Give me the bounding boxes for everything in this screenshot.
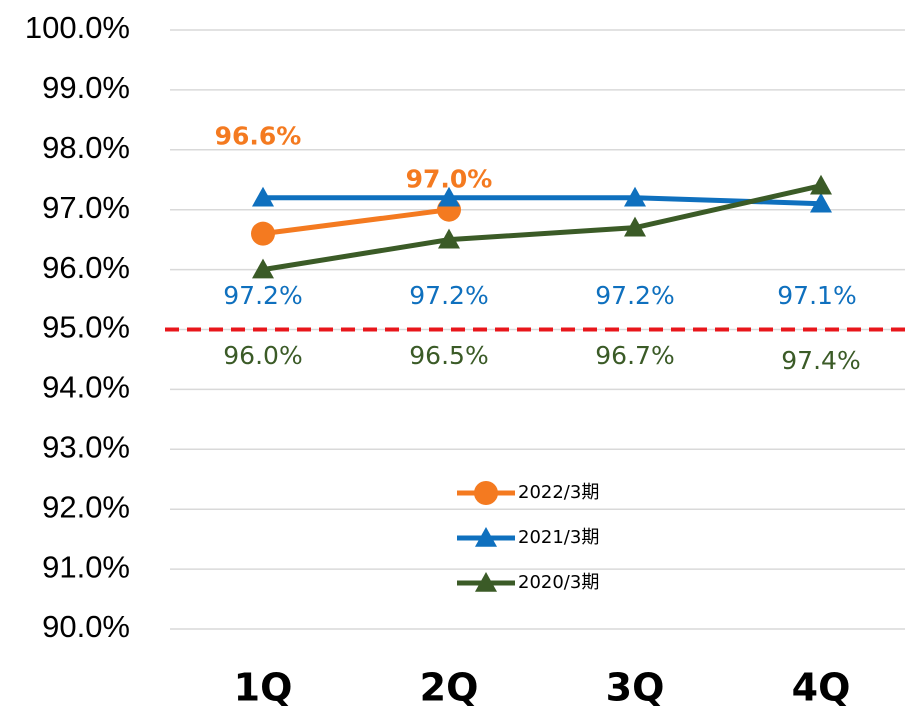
legend-marker — [475, 572, 497, 592]
x-tick-label: 4Q — [792, 666, 851, 710]
legend-label: 2022/3期 — [518, 482, 599, 503]
data-label: 96.0% — [223, 341, 302, 370]
y-tick-label: 95.0% — [42, 310, 130, 345]
y-tick-label: 91.0% — [42, 549, 130, 584]
data-label: 97.2% — [409, 281, 488, 310]
point — [624, 216, 646, 237]
y-tick-label: 93.0% — [42, 429, 130, 464]
point — [810, 174, 832, 195]
y-tick-label: 100.0% — [25, 10, 130, 45]
y-tick-label: 94.0% — [42, 370, 130, 405]
legend-label: 2020/3期 — [518, 572, 599, 593]
series-line — [263, 195, 822, 207]
y-tick-label: 98.0% — [42, 130, 130, 165]
data-label: 97.1% — [777, 281, 856, 310]
point — [438, 186, 460, 207]
data-label: 97.2% — [595, 281, 674, 310]
series-line — [262, 207, 450, 237]
series-line — [262, 183, 822, 273]
x-tick-label: 1Q — [234, 666, 293, 710]
y-tick-label: 92.0% — [42, 489, 130, 524]
point — [810, 192, 832, 213]
x-tick-label: 3Q — [606, 666, 665, 710]
legend-label: 2021/3期 — [518, 527, 599, 548]
point — [438, 228, 460, 249]
y-tick-label: 96.0% — [42, 250, 130, 285]
data-label: 97.2% — [223, 281, 302, 310]
data-label: 96.7% — [595, 341, 674, 370]
x-tick-label: 2Q — [420, 666, 479, 710]
data-label: 97.4% — [781, 346, 860, 375]
data-label: 96.5% — [409, 341, 488, 370]
legend-marker — [474, 481, 498, 505]
y-tick-label: 99.0% — [42, 70, 130, 105]
point — [252, 258, 274, 279]
y-tick-label: 97.0% — [42, 190, 130, 225]
point — [252, 186, 274, 207]
legend-marker — [475, 527, 497, 547]
y-tick-label: 90.0% — [42, 609, 130, 644]
point — [251, 221, 275, 246]
point — [624, 186, 646, 207]
data-label: 96.6% — [215, 122, 302, 151]
